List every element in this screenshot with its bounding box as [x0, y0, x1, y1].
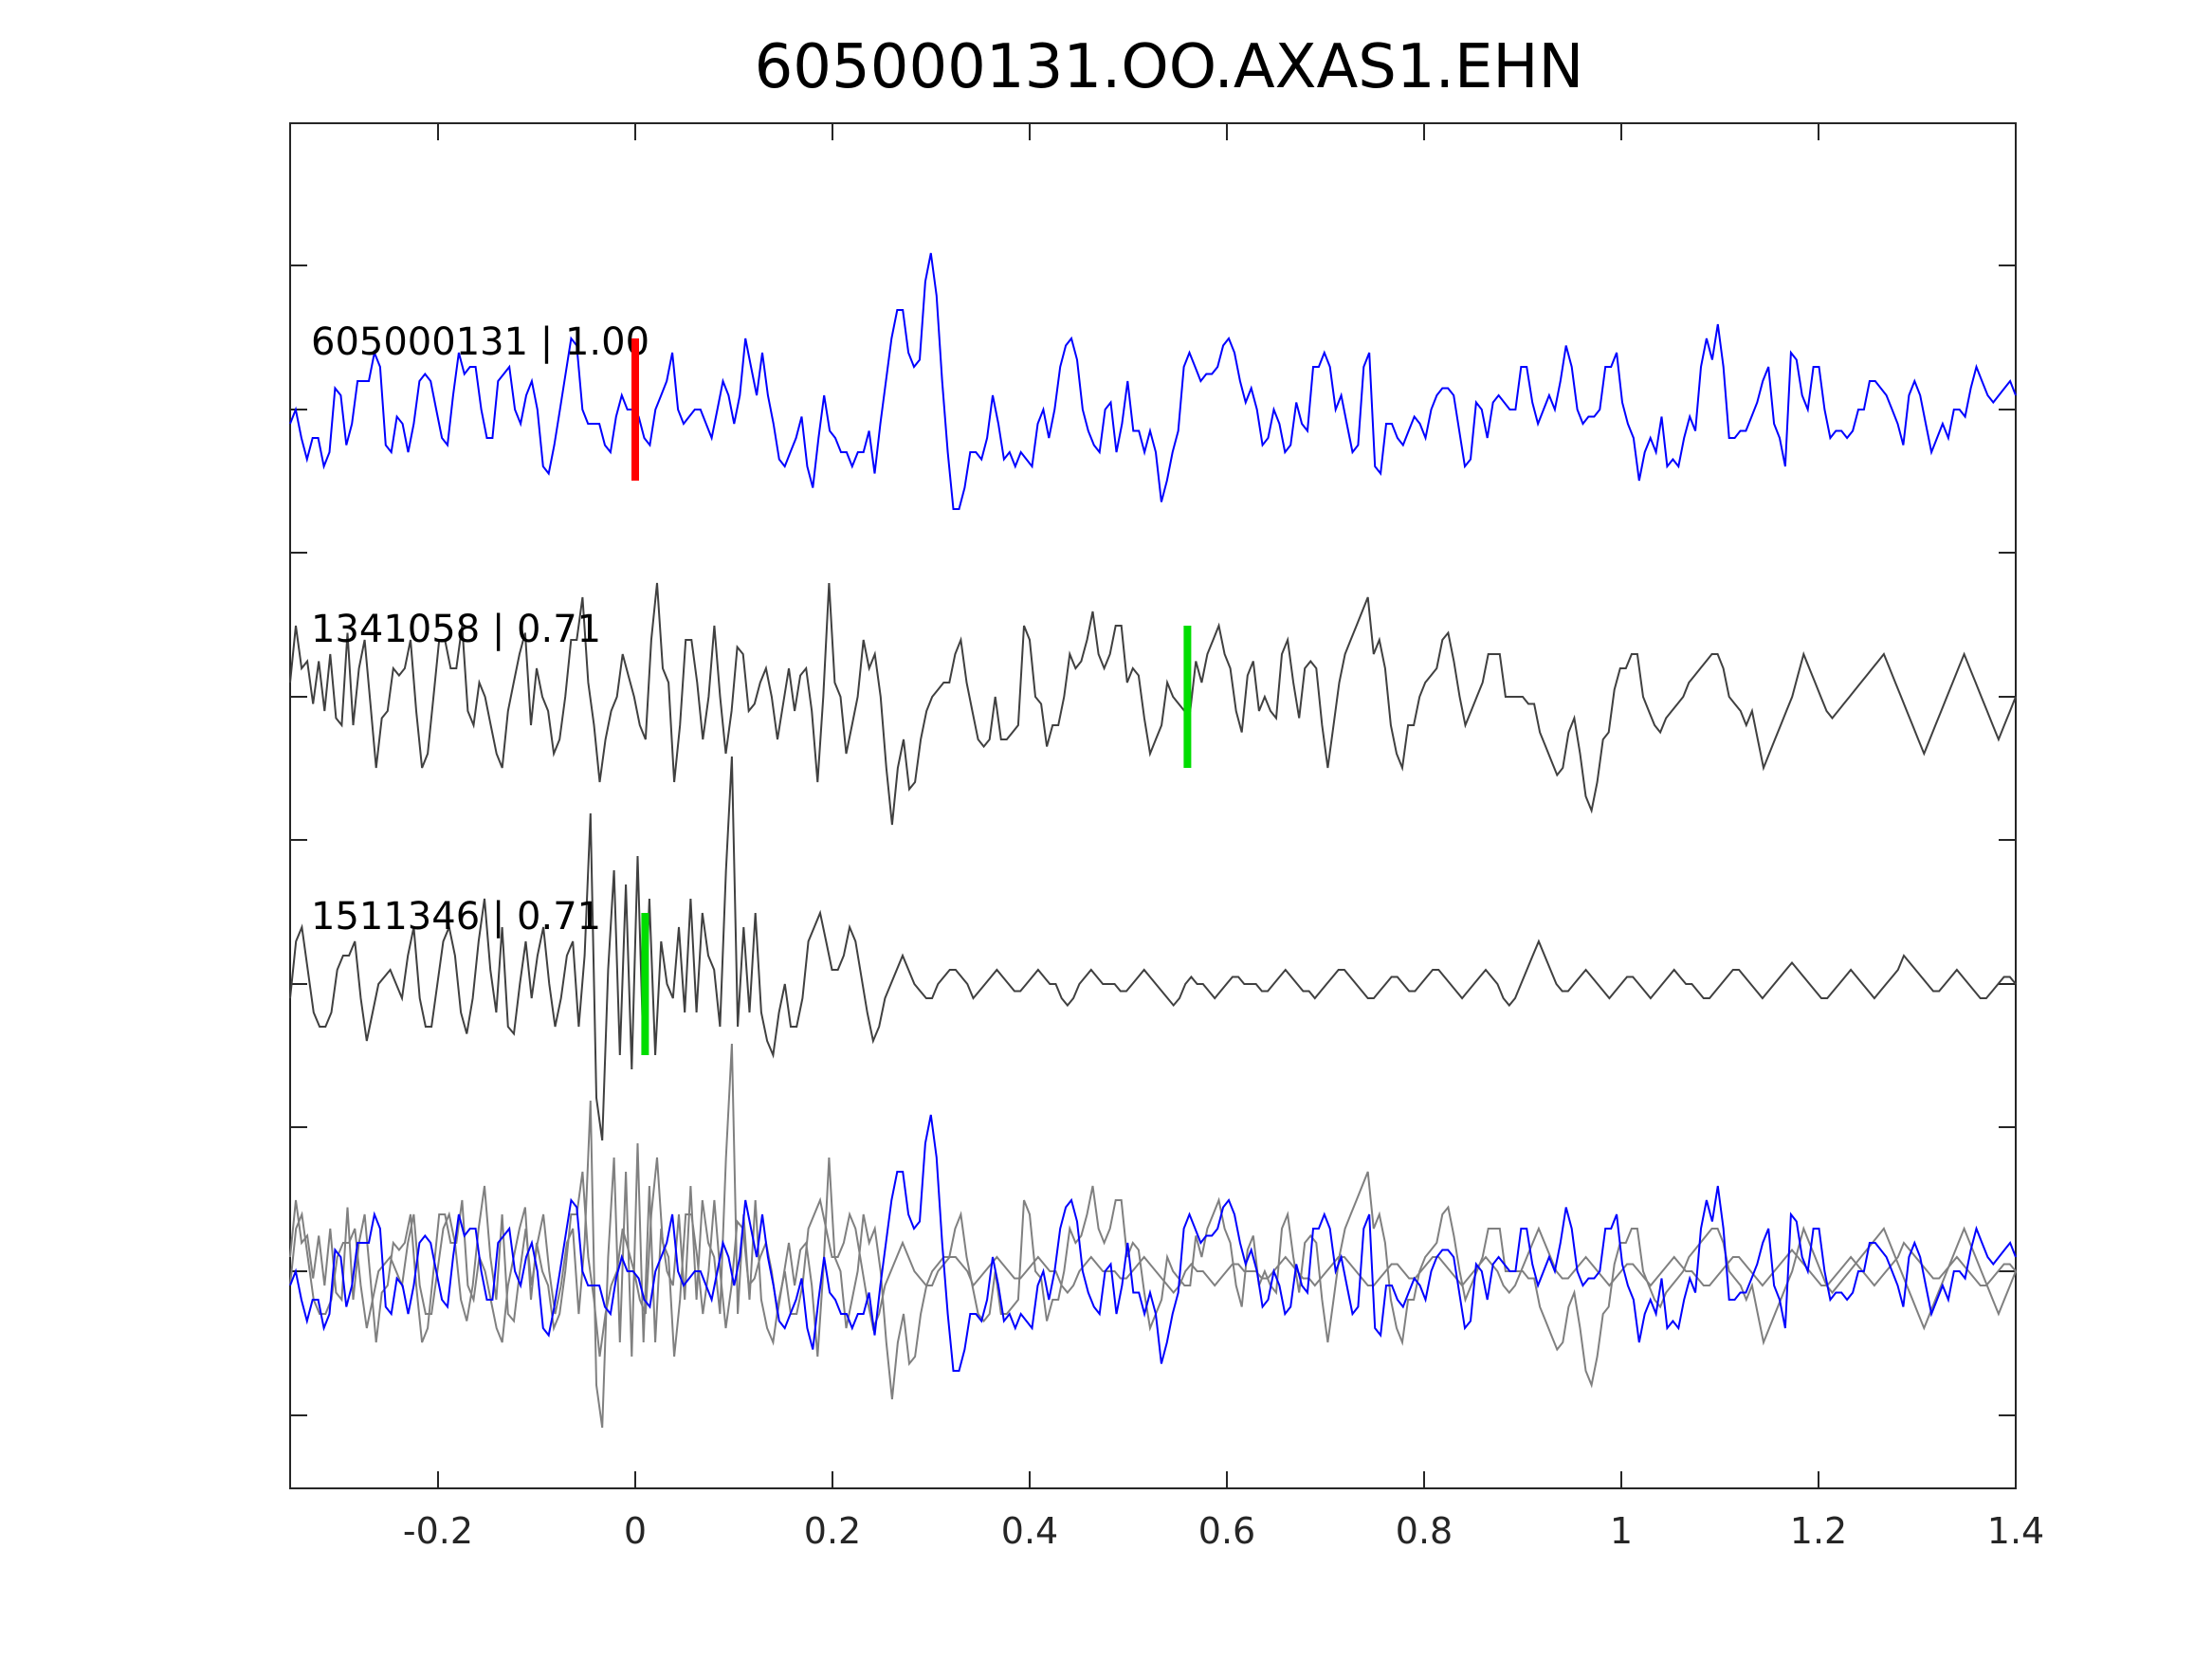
overlay-trace-2: [289, 1157, 2017, 1400]
x-tick-label: 1: [1610, 1510, 1633, 1552]
x-tick-label: 0.6: [1198, 1510, 1255, 1552]
overlay-trace-3: [289, 1043, 2017, 1429]
x-tick-label: 1.2: [1790, 1510, 1847, 1552]
x-tick-label: 0.2: [804, 1510, 861, 1552]
x-tick-label: 0: [624, 1510, 647, 1552]
x-tick-label: 0.4: [1001, 1510, 1058, 1552]
traces-layer: [289, 252, 2017, 1141]
trace-1-line: [289, 252, 2017, 510]
x-tick-label: 1.4: [1987, 1510, 2044, 1552]
pick-markers: [631, 338, 1192, 1055]
x-tick-label: -0.2: [403, 1510, 473, 1552]
overlay-trace-1: [289, 1114, 2017, 1372]
trace-2-line: [289, 582, 2017, 826]
trace-3-line: [289, 756, 2017, 1141]
trace-2-label: 1341058 | 0.71: [311, 608, 601, 651]
x-tick-label: 0.8: [1396, 1510, 1453, 1552]
trace-3-label: 1511346 | 0.71: [311, 895, 601, 939]
plot-frame: [289, 122, 2017, 1489]
chart-title: 605000131.OO.AXAS1.EHN: [755, 32, 1584, 102]
trace-labels: 605000131 | 1.00 1341058 | 0.71 1511346 | …: [311, 320, 649, 939]
overlay-layer: [289, 1043, 2017, 1429]
axis-ticks: -0.2 0 0.2 0.4 0.6 0.8 1 1.2 1.4: [290, 123, 2044, 1552]
trace-1-label: 605000131 | 1.00: [311, 320, 649, 364]
